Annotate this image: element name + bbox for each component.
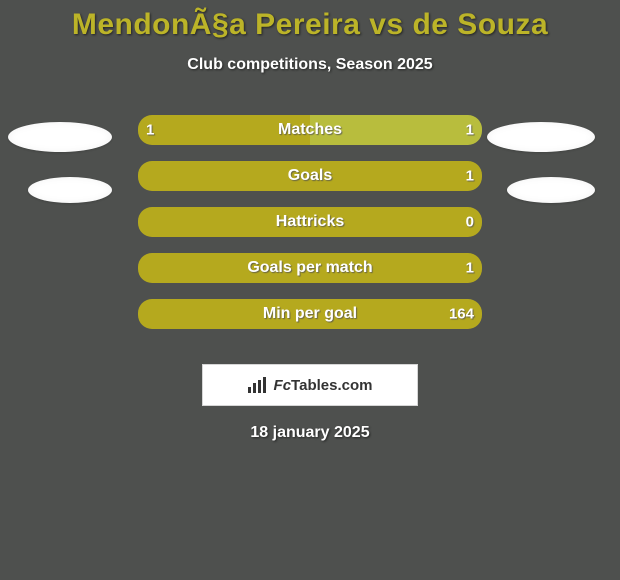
bars-icon [248,377,268,393]
stat-bar: Goals 1 [138,161,482,191]
stat-bar: Hattricks 0 [138,207,482,237]
page-title: MendonÃ§a Pereira vs de Souza [0,0,620,42]
brand-suffix: Tables.com [291,377,372,394]
stat-label: Hattricks [276,213,344,231]
stat-row: Goals per match 1 [0,252,620,298]
page-subtitle: Club competitions, Season 2025 [0,56,620,74]
stat-value-right: 0 [466,214,474,231]
brand-prefix: Fc [274,377,292,394]
stat-label: Matches [278,121,342,139]
brand-card: FcTables.com [202,364,418,406]
stat-value-left: 1 [146,122,154,139]
date-label: 18 january 2025 [0,424,620,442]
stat-value-right: 1 [466,260,474,277]
stat-row: Min per goal 164 [0,298,620,344]
stat-row: Hattricks 0 [0,206,620,252]
stat-row: Goals 1 [0,160,620,206]
stat-rows: Matches 1 1 Goals 1 Hattricks 0 Goals per match… [0,114,620,344]
stat-label: Min per goal [263,305,357,323]
comparison-infographic: MendonÃ§a Pereira vs de Souza Club compe… [0,0,620,580]
stat-value-right: 164 [449,306,474,323]
stat-bar: Matches 1 1 [138,115,482,145]
stat-row: Matches 1 1 [0,114,620,160]
stat-value-right: 1 [466,168,474,185]
stat-label: Goals [288,167,332,185]
stat-value-right: 1 [466,122,474,139]
brand-text: FcTables.com [274,377,373,394]
stat-bar: Min per goal 164 [138,299,482,329]
stat-bar: Goals per match 1 [138,253,482,283]
stat-label: Goals per match [247,259,372,277]
